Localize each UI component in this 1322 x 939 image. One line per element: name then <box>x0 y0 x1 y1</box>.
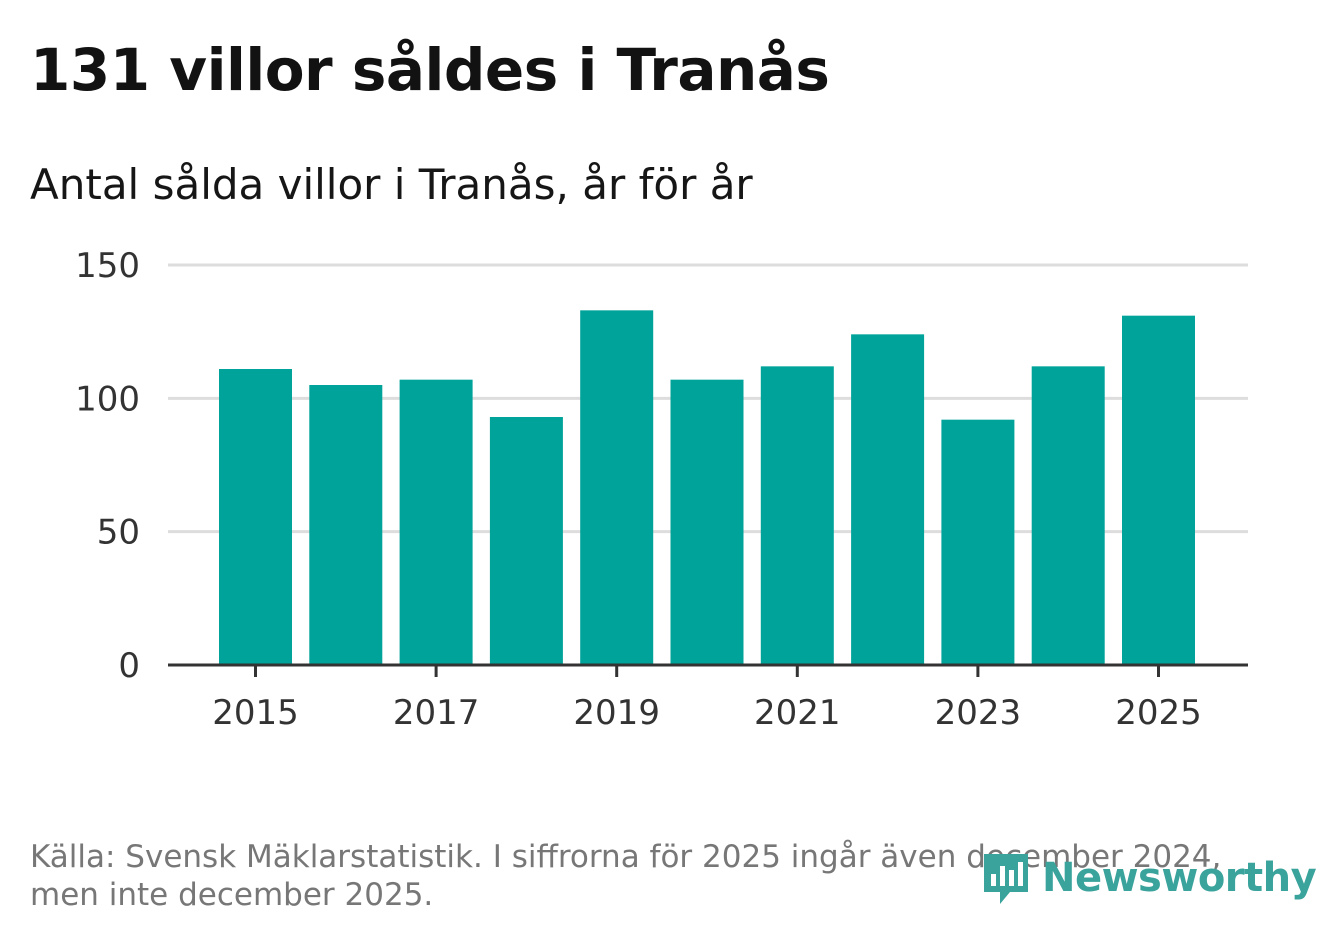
y-tick-label-150: 150 <box>75 246 140 286</box>
bar-chart-speech-bubble-icon <box>984 854 1028 904</box>
bar-2024 <box>1031 366 1105 665</box>
x-tick-label-2025: 2025 <box>1115 693 1202 733</box>
chart-title: 131 villor såldes i Tranås <box>30 36 830 104</box>
x-tick-label-2023: 2023 <box>935 693 1022 733</box>
bar-2023 <box>941 419 1015 665</box>
x-tick-label-2017: 2017 <box>393 693 480 733</box>
newsworthy-logo: Newsworthy <box>980 848 1317 908</box>
y-tick-label-50: 50 <box>97 513 140 553</box>
bar-2020 <box>670 379 744 665</box>
x-axis-labels: 2015 2017 2019 2021 2023 2025 <box>212 693 1202 733</box>
bar-2016 <box>309 385 383 665</box>
bar-2021 <box>760 366 834 665</box>
bar-2017 <box>399 379 473 665</box>
bar-2025 <box>1122 315 1195 665</box>
x-tick-label-2019: 2019 <box>573 693 660 733</box>
chart-subtitle: Antal sålda villor i Tranås, år för år <box>30 160 753 209</box>
y-tick-label-100: 100 <box>75 379 140 419</box>
bar-2022 <box>851 334 925 665</box>
bar-chart: 0 50 100 150 2015 2017 2019 2021 2023 2025 <box>75 246 1248 733</box>
y-tick-label-0: 0 <box>118 646 140 686</box>
bars <box>219 310 1195 665</box>
bar-2015 <box>219 369 292 665</box>
y-axis-labels: 0 50 100 150 <box>75 246 140 686</box>
x-axis <box>168 663 1248 677</box>
bar-2019 <box>580 310 654 665</box>
bar-2018 <box>489 417 563 665</box>
x-tick-label-2015: 2015 <box>212 693 299 733</box>
logo-text: Newsworthy <box>1042 855 1317 901</box>
x-tick-label-2021: 2021 <box>754 693 841 733</box>
